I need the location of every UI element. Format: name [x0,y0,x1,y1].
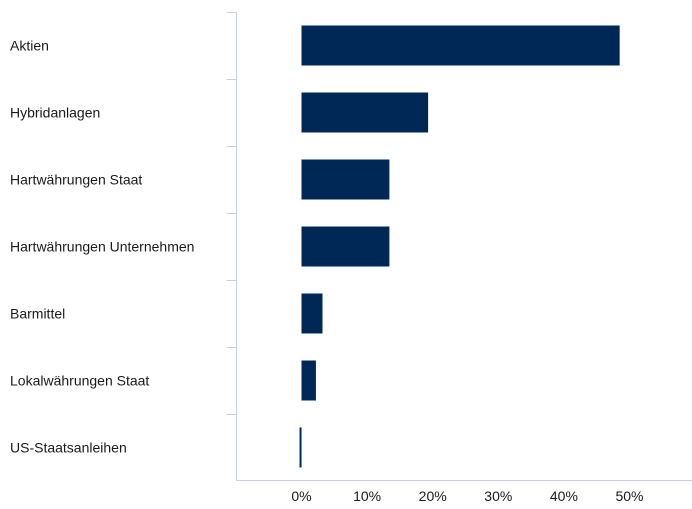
category-label: Aktien [10,38,49,54]
labels-layer: Aktien Hybridanlagen Hartwährungen Staat Ha… [10,38,194,456]
x-tick-label: 30% [484,488,512,504]
category-label: Hybridanlagen [10,105,100,121]
bar [301,92,429,133]
bar [301,293,323,334]
axes-layer [226,12,692,481]
bar [301,25,620,66]
ticks-layer: 0% 10% 20% 30% 40% 50% [291,488,643,504]
category-label: Hartwährungen Staat [10,172,142,188]
bar [299,427,302,468]
category-label: Lokalwährungen Staat [10,373,149,389]
category-label: US-Staatsanleihen [10,440,127,456]
bar [301,360,316,401]
bar [301,159,390,200]
x-tick-label: 10% [353,488,381,504]
x-tick-label: 0% [291,488,311,504]
x-tick-label: 20% [419,488,447,504]
x-tick-label: 50% [615,488,643,504]
x-tick-label: 40% [550,488,578,504]
category-label: Barmittel [10,306,65,322]
bar [301,226,390,267]
bars-layer [299,25,620,468]
category-label: Hartwährungen Unternehmen [10,239,194,255]
